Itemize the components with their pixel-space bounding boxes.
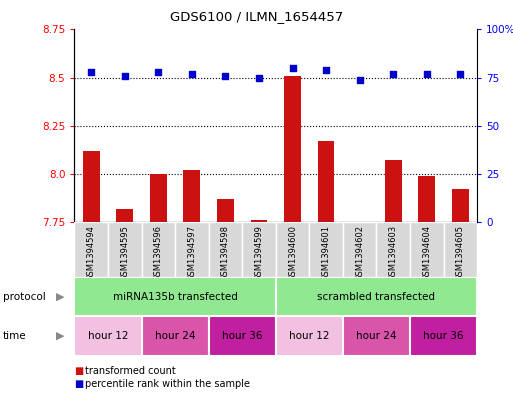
Text: GSM1394599: GSM1394599: [254, 225, 264, 281]
Bar: [83, 151, 100, 222]
Bar: [74, 277, 276, 316]
Text: GSM1394597: GSM1394597: [187, 225, 196, 281]
Text: GSM1394596: GSM1394596: [154, 225, 163, 281]
Bar: [377, 222, 410, 277]
Text: time: time: [3, 331, 26, 341]
Bar: [276, 222, 309, 277]
Text: GSM1394594: GSM1394594: [87, 225, 95, 281]
Bar: [276, 277, 477, 316]
Text: GSM1394600: GSM1394600: [288, 225, 297, 281]
Text: protocol: protocol: [3, 292, 45, 302]
Point: [255, 74, 263, 81]
Bar: [250, 220, 267, 222]
Bar: [385, 160, 402, 222]
Bar: [116, 209, 133, 222]
Text: ■: ■: [74, 366, 84, 376]
Bar: [74, 222, 108, 277]
Bar: [175, 222, 209, 277]
Text: hour 24: hour 24: [155, 331, 195, 341]
Text: hour 12: hour 12: [88, 331, 128, 341]
Text: transformed count: transformed count: [85, 366, 175, 376]
Text: GSM1394595: GSM1394595: [120, 225, 129, 281]
Text: percentile rank within the sample: percentile rank within the sample: [85, 379, 250, 389]
Bar: [410, 316, 477, 356]
Bar: [410, 222, 444, 277]
Text: GSM1394603: GSM1394603: [389, 225, 398, 281]
Bar: [309, 222, 343, 277]
Text: ▶: ▶: [56, 292, 65, 302]
Text: GSM1394602: GSM1394602: [355, 225, 364, 281]
Bar: [276, 316, 343, 356]
Text: GSM1394604: GSM1394604: [422, 225, 431, 281]
Text: ■: ■: [74, 379, 84, 389]
Bar: [74, 316, 142, 356]
Bar: [318, 141, 334, 222]
Point: [121, 73, 129, 79]
Bar: [444, 222, 477, 277]
Point: [188, 71, 196, 77]
Text: hour 12: hour 12: [289, 331, 329, 341]
Point: [288, 65, 297, 71]
Bar: [419, 176, 435, 222]
Bar: [184, 170, 200, 222]
Text: hour 36: hour 36: [222, 331, 263, 341]
Bar: [343, 316, 410, 356]
Text: scrambled transfected: scrambled transfected: [318, 292, 436, 302]
Point: [389, 71, 397, 77]
Bar: [150, 174, 167, 222]
Text: hour 36: hour 36: [423, 331, 464, 341]
Text: hour 24: hour 24: [356, 331, 397, 341]
Bar: [209, 222, 242, 277]
Bar: [242, 222, 276, 277]
Point: [154, 69, 163, 75]
Bar: [209, 316, 276, 356]
Bar: [108, 222, 142, 277]
Text: GSM1394605: GSM1394605: [456, 225, 465, 281]
Bar: [142, 222, 175, 277]
Bar: [142, 316, 209, 356]
Point: [423, 71, 431, 77]
Point: [87, 69, 95, 75]
Text: miRNA135b transfected: miRNA135b transfected: [113, 292, 238, 302]
Bar: [217, 199, 234, 222]
Point: [322, 67, 330, 73]
Text: GSM1394601: GSM1394601: [322, 225, 330, 281]
Text: GDS6100 / ILMN_1654457: GDS6100 / ILMN_1654457: [170, 10, 343, 23]
Bar: [284, 76, 301, 222]
Point: [356, 76, 364, 83]
Point: [221, 73, 229, 79]
Bar: [452, 189, 469, 222]
Text: GSM1394598: GSM1394598: [221, 225, 230, 281]
Bar: [343, 222, 377, 277]
Text: ▶: ▶: [56, 331, 65, 341]
Point: [456, 71, 464, 77]
